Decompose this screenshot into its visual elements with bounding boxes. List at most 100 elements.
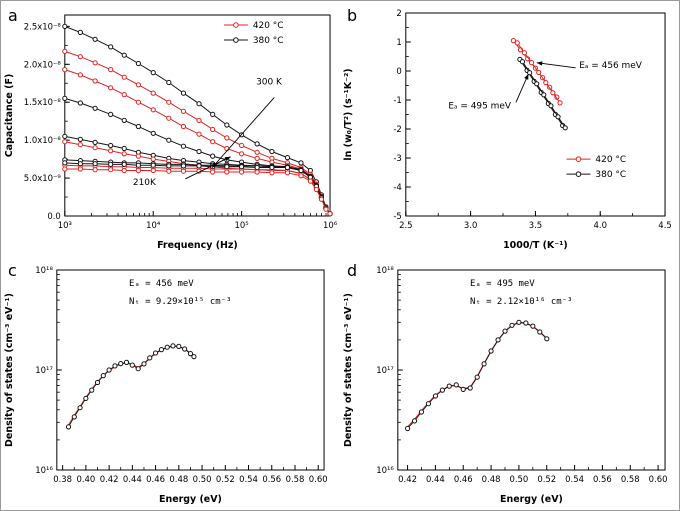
x-tick-label: 0.38 bbox=[53, 474, 72, 484]
y-tick-label: 10¹⁶ bbox=[35, 465, 53, 475]
y-tick-label: 10¹⁷ bbox=[376, 365, 394, 375]
y-axis-label-c: Density of states (cm⁻³ eV⁻¹) bbox=[4, 293, 15, 447]
x-tick-label: 0.58 bbox=[286, 474, 305, 484]
x-tick-label: 0.50 bbox=[509, 474, 528, 484]
y-tick-label: -3 bbox=[393, 153, 401, 163]
x-tick-label: 10³ bbox=[58, 220, 72, 230]
x-axis-label-c: Energy (eV) bbox=[159, 494, 222, 505]
x-axis-label-a: Frequency (Hz) bbox=[157, 240, 238, 251]
series-420C-set1 bbox=[510, 38, 560, 100]
x-tick-label: 0.56 bbox=[262, 474, 281, 484]
x-tick-label: 0.54 bbox=[565, 474, 584, 484]
panel-d-chart: d 0.42 0.44 0.46 0.48 0.50 0.52 0.54 0.56 0.58 0.6… bbox=[343, 261, 668, 505]
series-380C-210K bbox=[62, 160, 333, 217]
y-tick-label: 0 bbox=[396, 66, 401, 76]
y-tick-label: 0.0 bbox=[47, 211, 60, 221]
plot-frame-d bbox=[397, 269, 666, 471]
y-tick-label: 10¹⁸ bbox=[376, 265, 394, 275]
y-tick-label: -2 bbox=[393, 124, 401, 134]
series-gaussian-fit bbox=[67, 345, 195, 426]
y-tick-label: 1.0x10⁻⁸ bbox=[24, 135, 62, 145]
annotation-a-0: 300 K bbox=[211, 77, 283, 169]
x-tick-label: 0.60 bbox=[649, 474, 668, 484]
series-420C-290K bbox=[62, 67, 333, 217]
series-420C-210K bbox=[62, 166, 333, 217]
panel-label-b: b bbox=[347, 6, 357, 25]
x-tick-label: 0.42 bbox=[398, 474, 417, 484]
annotation-b-0: Eₐ = 456 meV bbox=[536, 61, 643, 71]
annotation-text: Nₜ = 9.29×10¹⁵ cm⁻³ bbox=[129, 297, 231, 307]
x-tick-label: 3.0 bbox=[464, 220, 477, 230]
panel-a-chart: a 10³ 10⁴ 10⁵ 10⁶ 0.0 5.0x10⁻⁹ 1.0x10⁻⁸ 1.5x10⁻⁸… bbox=[4, 6, 338, 251]
legend-label: 380 °C bbox=[595, 170, 626, 180]
plot-frame-a bbox=[64, 14, 331, 217]
x-tick-label: 0.48 bbox=[169, 474, 188, 484]
annotation-text: Eₐ = 495 meV bbox=[470, 279, 535, 289]
x-tick-label: 10⁴ bbox=[146, 220, 161, 230]
x-tick-label: 0.40 bbox=[76, 474, 95, 484]
y-tick-label: -1 bbox=[393, 95, 401, 105]
y-tick-label: 1 bbox=[396, 37, 401, 47]
panel-b: b 2.5 3.0 3.5 4.0 4.5 2 1 0 -1 -2 -3 -4 -5 1000/T (K⁻¹… bbox=[340, 1, 679, 256]
annotation-c-0: Eₐ = 456 meV bbox=[129, 279, 194, 289]
x-tick-label: 0.44 bbox=[123, 474, 142, 484]
legend-label: 420 °C bbox=[253, 21, 284, 31]
y-tick-label: -4 bbox=[393, 182, 401, 192]
x-axis-label-d: Energy (eV) bbox=[500, 494, 563, 505]
annotation-text: Nₜ = 2.12×10¹⁶ cm⁻³ bbox=[470, 297, 572, 307]
x-tick-label: 10⁶ bbox=[323, 220, 338, 230]
series-dos-data bbox=[405, 319, 550, 432]
legend-label: 380 °C bbox=[253, 36, 284, 46]
axes-b: 2.5 3.0 3.5 4.0 4.5 2 1 0 -1 -2 -3 -4 -5 bbox=[393, 8, 671, 230]
x-axis-label-b: 1000/T (K⁻¹) bbox=[503, 240, 568, 251]
x-tick-label: 0.46 bbox=[146, 474, 165, 484]
series-380C-250K bbox=[62, 133, 333, 217]
plot-frame-b bbox=[405, 12, 666, 217]
x-tick-label: 4.0 bbox=[594, 220, 607, 230]
annotation-text: Eₐ = 456 meV bbox=[129, 279, 194, 289]
x-tick-label: 0.52 bbox=[216, 474, 235, 484]
y-tick-label: -5 bbox=[393, 211, 401, 221]
annotation-d-0: Eₐ = 495 meV bbox=[470, 279, 535, 289]
panel-c-chart: c 0.38 0.40 0.42 0.44 0.46 0.48 0.50 0.52 0.54 0.5… bbox=[4, 261, 328, 505]
x-tick-label: 0.42 bbox=[100, 474, 119, 484]
panel-label-a: a bbox=[8, 6, 18, 25]
y-tick-label: 10¹⁷ bbox=[35, 365, 53, 375]
x-tick-label: 10⁵ bbox=[235, 220, 249, 230]
x-tick-label: 0.50 bbox=[193, 474, 212, 484]
x-tick-label: 0.44 bbox=[426, 474, 445, 484]
x-tick-label: 0.48 bbox=[482, 474, 501, 484]
y-tick-label: 10¹⁶ bbox=[376, 465, 394, 475]
legend-b: 420 °C 380 °C bbox=[566, 155, 626, 180]
annotation-a-1: 210K bbox=[133, 156, 231, 188]
x-tick-label: 0.46 bbox=[454, 474, 473, 484]
annotation-text: Eₐ = 456 meV bbox=[579, 61, 643, 71]
y-axis-label-a: Capacitance (F) bbox=[4, 74, 15, 158]
axes-c: 0.38 0.40 0.42 0.44 0.46 0.48 0.50 0.52 0.54 0.56… bbox=[35, 265, 327, 484]
series-420C-set2 bbox=[514, 40, 563, 106]
annotation-c-1: Nₜ = 9.29×10¹⁵ cm⁻³ bbox=[129, 297, 231, 307]
y-tick-label: 5.0x10⁻⁹ bbox=[24, 173, 62, 183]
x-tick-label: 0.60 bbox=[309, 474, 328, 484]
legend-a: 420 °C 380 °C bbox=[223, 21, 284, 46]
series-380C-set2 bbox=[519, 59, 568, 131]
panel-d: d 0.42 0.44 0.46 0.48 0.50 0.52 0.54 0.56 0.58 0.6… bbox=[340, 256, 679, 510]
series-380C-280K bbox=[62, 95, 333, 217]
x-tick-label: 0.52 bbox=[537, 474, 556, 484]
annotation-text: 300 K bbox=[256, 77, 283, 87]
x-tick-label: 0.54 bbox=[239, 474, 258, 484]
y-axis-label-b: ln (w₀/T²) (s⁻¹K⁻²) bbox=[343, 68, 354, 160]
axes-a: 10³ 10⁴ 10⁵ 10⁶ 0.0 5.0x10⁻⁹ 1.0x10⁻⁸ 1.5x10⁻⁸ 2… bbox=[24, 21, 338, 230]
y-tick-label: 2 bbox=[396, 8, 401, 18]
x-tick-label: 0.58 bbox=[621, 474, 640, 484]
panel-a: a 10³ 10⁴ 10⁵ 10⁶ 0.0 5.0x10⁻⁹ 1.0x10⁻⁸ 1.5x10⁻⁸… bbox=[1, 1, 340, 256]
panel-c: c 0.38 0.40 0.42 0.44 0.46 0.48 0.50 0.52 0.54 0.5… bbox=[1, 256, 340, 510]
axes-d: 0.42 0.44 0.46 0.48 0.50 0.52 0.54 0.56 0.58 0.60… bbox=[376, 265, 667, 484]
panel-label-c: c bbox=[8, 261, 17, 280]
legend-label: 420 °C bbox=[595, 155, 626, 165]
panel-label-d: d bbox=[347, 261, 357, 280]
y-tick-label: 10¹⁸ bbox=[35, 265, 53, 275]
y-tick-label: 2.0x10⁻⁸ bbox=[24, 59, 62, 69]
x-tick-label: 4.5 bbox=[658, 220, 671, 230]
